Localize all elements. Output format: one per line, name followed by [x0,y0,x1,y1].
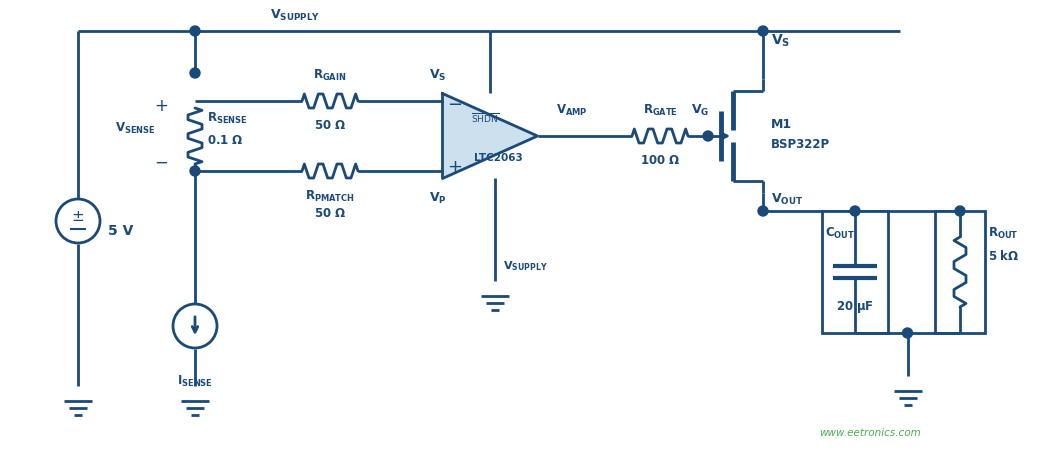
Text: LTC2063: LTC2063 [473,153,523,163]
Text: $\mathbf{50\ \Omega}$: $\mathbf{50\ \Omega}$ [315,207,346,220]
Polygon shape [443,94,538,178]
Text: $\mathbf{V_S}$: $\mathbf{V_S}$ [771,33,790,49]
Circle shape [850,206,859,216]
Text: BSP322P: BSP322P [771,137,830,150]
Text: −: − [154,154,168,172]
Circle shape [758,26,768,36]
Text: M1: M1 [771,118,792,130]
Text: $\overline{\mathrm{SHDN}}$: $\overline{\mathrm{SHDN}}$ [471,111,499,125]
Text: $\mathbf{V_P}$: $\mathbf{V_P}$ [428,191,446,206]
Text: $\mathbf{100\ \Omega}$: $\mathbf{100\ \Omega}$ [640,154,680,167]
Circle shape [190,68,200,78]
Text: $\mathbf{R_{PMATCH}}$: $\mathbf{R_{PMATCH}}$ [305,189,355,204]
Text: $\pm$: $\pm$ [72,209,84,225]
Text: $\mathbf{V_{OUT}}$: $\mathbf{V_{OUT}}$ [771,191,804,207]
Text: $\mathbf{R_{OUT}}$: $\mathbf{R_{OUT}}$ [988,225,1018,241]
Text: +: + [447,158,462,176]
Text: www.eetronics.com: www.eetronics.com [820,428,920,438]
Circle shape [190,166,200,176]
Bar [935,211,985,333]
Text: 5 V: 5 V [108,224,134,238]
Circle shape [903,328,912,338]
Text: $\mathbf{0.1\ \Omega}$: $\mathbf{0.1\ \Omega}$ [207,135,243,148]
Text: $\mathbf{V_G}$: $\mathbf{V_G}$ [691,103,709,118]
Text: $\mathbf{V_{SENSE}}$: $\mathbf{V_{SENSE}}$ [115,120,156,136]
Circle shape [190,26,200,36]
Text: $\mathbf{V_{AMP}}$: $\mathbf{V_{AMP}}$ [555,103,587,118]
Text: $\mathbf{I_{SENSE}}$: $\mathbf{I_{SENSE}}$ [177,373,213,389]
Bar [822,211,888,333]
Text: $\mathbf{V_{SUPPLY}}$: $\mathbf{V_{SUPPLY}}$ [503,259,548,273]
Text: $\mathbf{5\ k\Omega}$: $\mathbf{5\ k\Omega}$ [988,249,1019,263]
Text: $\mathbf{R_{SENSE}}$: $\mathbf{R_{SENSE}}$ [207,111,247,125]
Text: $\mathbf{20\ \mu F}$: $\mathbf{20\ \mu F}$ [836,299,874,315]
Text: −: − [447,96,462,114]
Text: $\mathbf{V_{SUPPLY}}$: $\mathbf{V_{SUPPLY}}$ [270,8,320,23]
Circle shape [703,131,713,141]
Text: $\mathbf{R_{GAIN}}$: $\mathbf{R_{GAIN}}$ [313,68,347,83]
Circle shape [758,206,768,216]
Text: $\mathbf{C_{OUT}}$: $\mathbf{C_{OUT}}$ [825,225,855,241]
Text: $\mathbf{R_{GATE}}$: $\mathbf{R_{GATE}}$ [643,103,677,118]
Text: $\mathbf{V_S}$: $\mathbf{V_S}$ [429,68,446,83]
Text: +: + [154,97,168,115]
Circle shape [955,206,965,216]
Text: $\mathbf{50\ \Omega}$: $\mathbf{50\ \Omega}$ [315,119,346,132]
